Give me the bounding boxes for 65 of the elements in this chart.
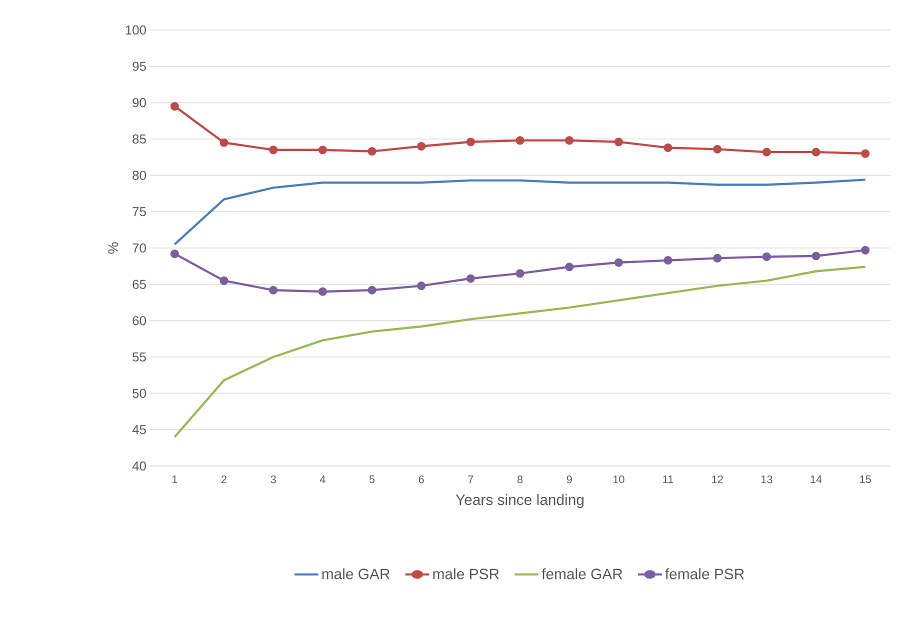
point: [664, 256, 672, 265]
point: [565, 136, 574, 145]
point: [417, 281, 426, 290]
point: [713, 254, 722, 262]
x-tick-label: 8: [517, 476, 523, 484]
point: [220, 138, 228, 147]
point: [516, 269, 524, 278]
point: [812, 148, 820, 156]
x-axis-title: Years since landing: [456, 494, 584, 508]
y-tick-label: 45: [132, 425, 146, 434]
y-tick-label: 80: [132, 170, 146, 180]
y-tick-label: 65: [132, 280, 146, 289]
x-tick-label: 12: [712, 476, 723, 484]
legend-label: female GAR: [542, 568, 622, 580]
x-tick-label: 15: [860, 476, 871, 484]
point: [368, 286, 376, 294]
x-tick-label: 2: [222, 476, 226, 484]
legend-label: female PSR: [665, 568, 744, 580]
x-tick-label: 6: [418, 476, 424, 484]
y-tick-label: 40: [132, 461, 146, 471]
point: [812, 252, 820, 260]
y-tick-label: 95: [132, 62, 146, 71]
y-tick-label: 90: [132, 98, 146, 108]
point: [170, 102, 179, 111]
y-tick-label: 60: [132, 316, 146, 326]
y-tick-label: 50: [132, 388, 146, 398]
point: [861, 246, 870, 254]
x-tick-label: 9: [566, 476, 572, 484]
point: [664, 143, 672, 152]
y-tick-label: 70: [132, 243, 146, 253]
legend-label: male PSR: [433, 568, 499, 580]
legend-label: male GAR: [322, 568, 390, 580]
y-tick-label: 55: [132, 352, 146, 362]
point: [368, 147, 376, 156]
x-tick-label: 1: [172, 476, 178, 484]
point: [318, 287, 327, 296]
point: [861, 149, 870, 158]
y-tick-label: 100: [126, 25, 146, 35]
point: [713, 144, 722, 154]
line-series: [174, 266, 866, 438]
point: [220, 276, 228, 285]
point: [614, 138, 623, 146]
x-tick-label: 11: [663, 476, 674, 484]
point: [318, 146, 327, 154]
point: [762, 252, 771, 262]
y-tick-label: 75: [132, 207, 146, 216]
point: [762, 148, 771, 156]
x-tick-label: 14: [810, 476, 822, 484]
x-tick-label: 5: [369, 476, 375, 484]
point: [565, 262, 574, 272]
point: [269, 146, 278, 154]
point: [466, 138, 475, 146]
point: [269, 286, 278, 294]
x-tick-label: 3: [270, 476, 276, 484]
point: [170, 250, 179, 258]
point: [614, 258, 623, 267]
y-axis-title: %: [108, 242, 118, 254]
x-tick-label: 4: [320, 476, 326, 484]
point: [417, 142, 426, 151]
y-tick-label: 85: [132, 134, 146, 144]
point: [516, 136, 524, 145]
point: [466, 274, 475, 283]
x-tick-label: 13: [761, 476, 772, 484]
x-tick-label: 7: [468, 476, 474, 484]
x-tick-label: 10: [613, 476, 624, 484]
